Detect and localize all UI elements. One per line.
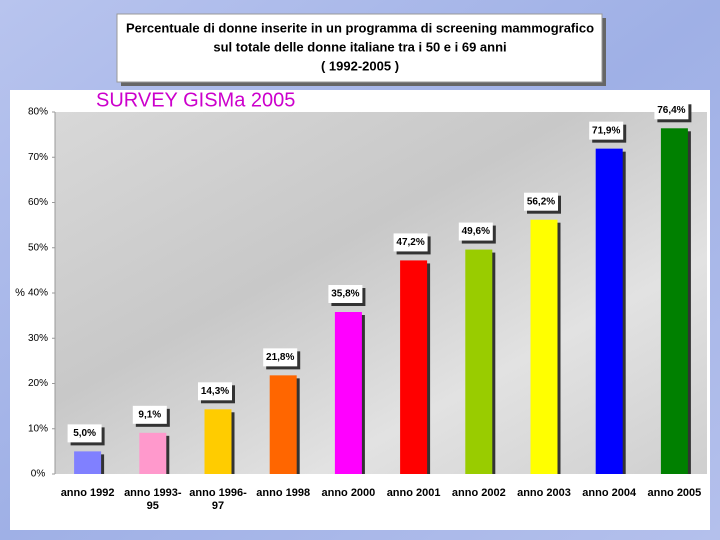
value-label: 49,6%	[462, 226, 490, 237]
value-label-box	[263, 348, 298, 367]
value-label-box	[393, 233, 428, 252]
chart-title: Percentuale di donne inserite in un prog…	[126, 20, 594, 35]
value-label-box	[198, 382, 232, 401]
value-label: 9,1%	[138, 409, 161, 420]
value-label-box	[458, 222, 493, 241]
value-label: 5,0%	[73, 428, 96, 439]
x-tick-label: anno 2002	[451, 487, 506, 499]
x-tick-label: anno 1993-95	[124, 487, 182, 512]
annotation: SURVEY GISMa 2005	[96, 89, 295, 111]
value-label-box	[328, 285, 363, 304]
value-label: 76,4%	[657, 105, 685, 116]
bar	[139, 432, 167, 474]
x-tick-label: anno 1992	[60, 487, 115, 499]
y-tick-label: 30%	[28, 333, 48, 344]
value-label-box	[132, 405, 167, 424]
bar	[334, 312, 362, 474]
bar	[465, 249, 493, 474]
bar	[74, 451, 102, 474]
value-label: 56,2%	[527, 196, 555, 207]
y-tick-label: 0%	[31, 469, 46, 480]
y-tick-label: 10%	[28, 423, 48, 434]
value-label-box	[654, 101, 689, 120]
value-label: 21,8%	[266, 352, 294, 363]
value-label: 14,3%	[201, 386, 229, 397]
x-tick-label: anno 2003	[517, 487, 571, 499]
bar	[204, 409, 232, 474]
bar	[660, 128, 688, 475]
y-tick-label: 50%	[28, 242, 48, 253]
chart-title: ( 1992-2005 )	[321, 58, 399, 73]
bar	[400, 260, 428, 474]
value-label: 47,2%	[396, 237, 424, 248]
x-tick-label: anno 1998	[256, 487, 311, 499]
value-label: 35,8%	[331, 289, 359, 300]
y-tick-label: 40%	[28, 288, 48, 299]
x-tick-label: anno 2000	[321, 487, 376, 499]
y-tick-label: 70%	[28, 152, 48, 163]
value-label-box	[589, 121, 624, 140]
x-tick-label: anno 1996-97	[189, 487, 247, 512]
value-label-box	[524, 192, 558, 211]
title-box	[116, 13, 603, 83]
y-tick-label: 80%	[28, 107, 48, 118]
value-label-box	[67, 424, 102, 443]
bar	[595, 148, 623, 474]
y-tick-label: 60%	[28, 197, 48, 208]
y-tick-label: 20%	[28, 378, 48, 389]
bar	[530, 219, 558, 474]
x-tick-label: anno 2005	[647, 487, 702, 499]
x-tick-label: anno 2001	[386, 487, 441, 499]
y-axis-label: %	[15, 287, 25, 299]
value-label: 71,9%	[592, 125, 620, 136]
bar	[269, 375, 297, 474]
x-tick-label: anno 2004	[582, 487, 637, 499]
chart-title: sul totale delle donne italiane tra i 50…	[213, 39, 506, 54]
